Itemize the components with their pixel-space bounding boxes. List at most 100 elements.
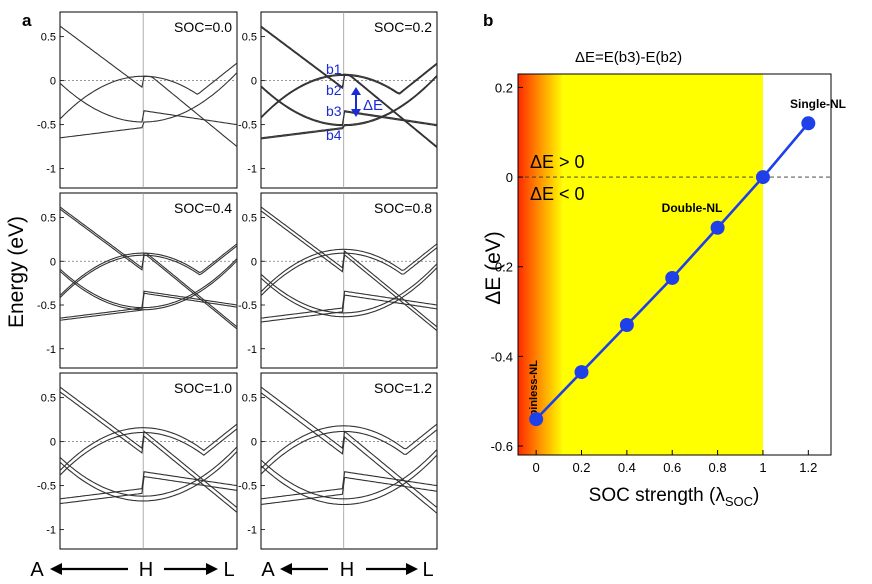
x-tick-label: 0.8 — [709, 460, 727, 475]
soc-label: SOC=0.4 — [174, 200, 232, 216]
kpath-labels-left: A H L — [30, 559, 234, 581]
band-curve — [260, 302, 438, 323]
x-tick-label: 1.2 — [799, 460, 817, 475]
band-curve — [59, 296, 238, 319]
y-tick-label: -0.6 — [491, 439, 513, 454]
y-tick-label: -0.5 — [238, 300, 257, 312]
y-tick-label: -0.5 — [37, 300, 56, 312]
data-point — [665, 270, 680, 285]
kpoint-h-right: H — [340, 559, 354, 581]
band-curve — [260, 75, 438, 127]
subplot-frame — [59, 11, 238, 189]
x-axis-label-sub: SOC — [725, 494, 753, 509]
band-annotations: b1 b2 b3 b4 ΔE — [326, 61, 383, 143]
x-tick-label: 0.4 — [618, 460, 636, 475]
band-curve — [59, 115, 238, 139]
band-curve — [59, 430, 238, 509]
plot-frame — [517, 73, 832, 456]
kpath-labels-right: A H L — [261, 559, 433, 581]
kpoint-h-left: H — [139, 559, 153, 581]
band-curve — [260, 392, 438, 455]
delta-e-arrow-up — [351, 87, 361, 95]
kpoint-a-right: A — [261, 559, 275, 581]
x-tick-label: 0 — [533, 460, 540, 475]
y-tick-label: 0.5 — [41, 213, 56, 225]
y-tick-label: 0.5 — [242, 213, 257, 225]
delta-e-chart: 0.2 0 -0.2 -0.4 -0.6 0 0.2 0.4 0.6 0.8 1 1.2 ΔE > 0 Δ… — [491, 73, 846, 475]
data-point — [574, 365, 589, 380]
y-tick-label: -1 — [46, 525, 56, 537]
y-tick-label: 0.5 — [242, 32, 257, 44]
band-curve — [59, 435, 238, 513]
arrowhead-right-icon — [406, 563, 418, 575]
band-curve — [59, 451, 238, 498]
kpoint-l-right: L — [422, 559, 433, 581]
x-tick-label: 0.6 — [663, 460, 681, 475]
y-tick-label: 0 — [50, 256, 56, 268]
band-curve — [260, 74, 438, 126]
y-tick-label: 0.5 — [41, 32, 56, 44]
subplot-frame — [260, 11, 438, 189]
y-tick-label: -0.5 — [37, 481, 56, 493]
delta-e-arrow-down — [351, 109, 361, 117]
region-label-double: Double-NL — [662, 201, 723, 215]
band-curve — [260, 25, 438, 94]
arrowhead-right-icon — [206, 563, 218, 575]
band-curve — [260, 210, 438, 275]
x-axis-label-main: SOC strength (λ — [589, 485, 726, 506]
y-tick-label: 0.2 — [495, 80, 513, 95]
kpoint-a-left: A — [30, 559, 44, 581]
band-curve — [59, 299, 238, 321]
band-curve — [260, 74, 438, 149]
x-axis-label: SOC strength (λSOC) — [589, 485, 760, 509]
band-curve — [59, 72, 238, 123]
y-tick-label: -1 — [46, 344, 56, 356]
band-curve — [260, 250, 438, 328]
band-curve — [59, 391, 238, 456]
band-curve — [59, 254, 238, 330]
kpoint-l-left: L — [223, 559, 234, 581]
y-axis-label: ΔE (eV) — [482, 231, 505, 305]
subplot-frame — [260, 372, 438, 550]
band-curve — [260, 485, 438, 506]
band-curve — [59, 208, 238, 276]
region-label-spinless: Spinless-NL — [528, 360, 540, 424]
y-tick-label: -0.5 — [238, 481, 257, 493]
subplot-frame — [59, 372, 238, 550]
y-tick-label: 0 — [251, 76, 257, 88]
band-curve — [59, 484, 238, 505]
band-curve — [260, 479, 438, 500]
soc-label: SOC=1.2 — [374, 380, 432, 396]
y-tick-label: -0.5 — [238, 120, 257, 132]
annotation-positive: ΔE > 0 — [530, 152, 585, 172]
y-tick-label: -1 — [247, 344, 257, 356]
band-label-b1: b1 — [326, 61, 342, 77]
y-tick-label: 0.5 — [41, 393, 56, 405]
band-subplot: 0.5 0 -0.5 -1 SOC=0.2 — [238, 11, 438, 189]
y-tick-label: -0.2 — [491, 260, 513, 275]
band-subplot: 0.5 0 -0.5 -1 SOC=1.0 — [37, 372, 238, 550]
band-structure-grid: 0.5 0 -0.5 -1 SOC=0.0 0.5 0 -0.5 -1 SOC=0.2 0.5 0 -0… — [37, 11, 438, 550]
y-tick-label: 0 — [506, 170, 513, 185]
arrowhead-left-icon — [280, 563, 292, 575]
soc-label: SOC=1.0 — [174, 380, 232, 396]
data-point — [755, 170, 770, 185]
band-curve — [260, 434, 438, 514]
y-tick-label: -1 — [247, 164, 257, 176]
band-curve — [59, 206, 238, 274]
x-tick-label: 1 — [759, 460, 766, 475]
spinless-region — [518, 74, 564, 455]
annotation-negative: ΔE < 0 — [530, 184, 585, 204]
band-subplot: 0.5 0 -0.5 -1 SOC=0.4 — [37, 192, 238, 369]
band-curve — [59, 446, 238, 493]
double-nl-region — [563, 74, 763, 455]
panel-label-b: b — [483, 11, 493, 30]
band-curve — [59, 258, 238, 309]
panel-label-a: a — [22, 11, 32, 30]
band-curve — [260, 263, 438, 311]
band-subplot: 0.5 0 -0.5 -1 SOC=1.2 — [238, 372, 438, 550]
band-curve — [260, 253, 438, 332]
band-curve — [260, 115, 438, 139]
energy-axis-label: Energy (eV) — [5, 216, 28, 328]
band-curve — [260, 73, 438, 148]
